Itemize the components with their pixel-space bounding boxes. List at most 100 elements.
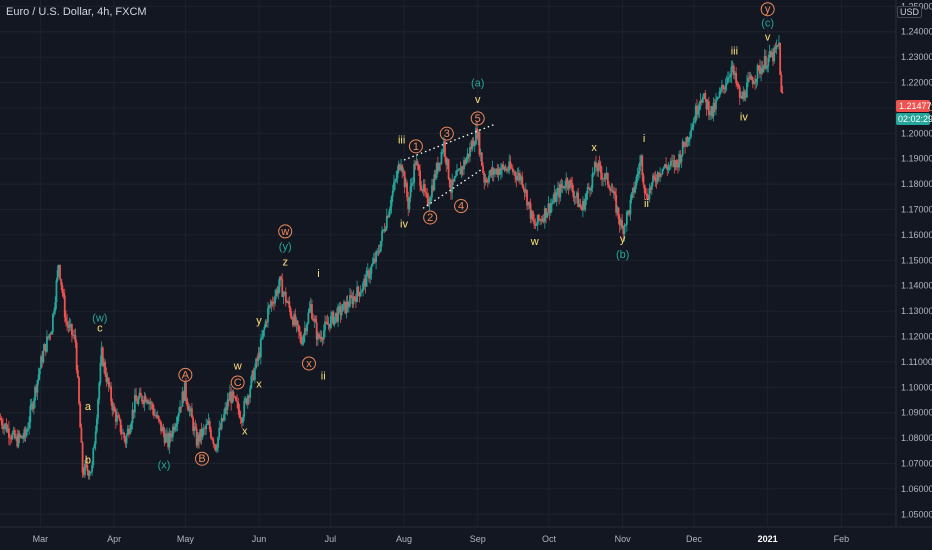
candle-body <box>308 308 311 313</box>
candle-body <box>533 220 536 225</box>
candle-body <box>622 227 625 235</box>
candle-body <box>198 434 200 442</box>
time-axis[interactable]: Mar Apr May Jun Jul Aug Sep Oct Nov Dec 2021 Feb <box>0 526 932 550</box>
candle-body <box>620 220 622 226</box>
candle-body <box>53 311 55 314</box>
candle-body <box>705 99 708 110</box>
candle-body <box>393 182 395 191</box>
candle-body <box>122 432 124 434</box>
candle-body <box>275 289 278 296</box>
candle-body <box>457 169 460 171</box>
candle-body <box>409 185 412 198</box>
candle-body <box>460 166 463 175</box>
candle-body <box>359 292 362 297</box>
candle-body <box>218 427 221 438</box>
candle-body <box>293 314 296 326</box>
candle-body <box>581 200 584 211</box>
candle-body <box>577 192 580 208</box>
candle-body <box>549 204 552 214</box>
candle-body <box>196 434 199 446</box>
candle-body <box>315 322 318 340</box>
candle-body <box>267 307 269 323</box>
candle-body <box>687 138 690 142</box>
candle-body <box>485 179 488 182</box>
currency-label[interactable]: USD <box>896 6 922 18</box>
candle-body <box>428 201 431 205</box>
candle-body <box>276 289 279 294</box>
price-tick-label: 1.13000 <box>901 306 932 316</box>
candle-body <box>400 165 402 170</box>
candle-body <box>610 190 613 192</box>
candle-body <box>432 185 435 190</box>
candle-body <box>362 282 364 291</box>
candle-body <box>467 153 470 157</box>
candle-body <box>350 295 353 297</box>
candle-body <box>703 93 705 98</box>
candle-body <box>377 251 380 253</box>
candle-body <box>775 45 778 49</box>
candle-body <box>225 407 228 410</box>
candle-body <box>491 168 494 175</box>
candle-body <box>34 386 36 401</box>
candle-body <box>675 160 678 164</box>
candle-body <box>327 323 330 325</box>
candle-body <box>564 187 566 189</box>
candle-body <box>73 335 76 337</box>
candle-body <box>465 158 468 164</box>
price-axis[interactable]: 1.250001.240001.230001.220001.210001.200… <box>895 0 932 550</box>
candle-body <box>180 406 183 408</box>
candle-body <box>453 177 456 182</box>
candle-body <box>16 436 19 447</box>
candle-body <box>724 84 727 90</box>
candle-body <box>166 433 168 436</box>
candle-body <box>43 344 46 351</box>
candle-body <box>230 391 233 404</box>
candle-body <box>138 392 141 399</box>
candle-body <box>748 78 751 79</box>
candle-body <box>76 370 79 378</box>
candle-body <box>469 146 471 157</box>
candle-body <box>697 110 700 115</box>
candle-body <box>473 144 476 147</box>
candle-body <box>454 175 457 178</box>
symbol-title[interactable]: Euro / U.S. Dollar, 4h, FXCM <box>6 6 147 18</box>
candle-body <box>390 196 393 207</box>
candle-body <box>47 336 50 338</box>
wave-label: (y) <box>279 241 292 253</box>
candle-body <box>669 160 672 166</box>
candle-body <box>753 81 755 85</box>
candle-body <box>131 409 134 424</box>
candle-body <box>552 200 555 203</box>
candle-body <box>227 399 230 401</box>
candle-body <box>439 162 442 164</box>
time-tick-label: 2021 <box>758 534 778 544</box>
candle-body <box>396 169 399 179</box>
candle-body <box>389 206 392 212</box>
wave-label: y <box>620 234 626 246</box>
candle-body <box>660 173 663 175</box>
wave-label-circle <box>178 367 193 382</box>
candle-body <box>385 215 388 229</box>
time-tick-label: Jul <box>325 534 337 544</box>
candle-body <box>114 411 117 422</box>
candle-body <box>410 183 413 186</box>
price-tick-label: 1.19000 <box>901 154 932 164</box>
candle-body <box>599 165 602 173</box>
candle-body <box>294 314 297 326</box>
candle-body <box>375 251 378 263</box>
candle-body <box>68 324 71 328</box>
candle-body <box>18 433 21 438</box>
candle-body <box>529 203 532 219</box>
candle-body <box>93 444 96 449</box>
wave-label: (x) <box>158 460 171 472</box>
candle-body <box>403 171 406 188</box>
candle-body <box>685 137 688 147</box>
candle-body <box>497 168 500 176</box>
candle-body <box>598 162 601 166</box>
candle-body <box>381 230 383 241</box>
candle-body <box>302 334 305 344</box>
candle-body <box>143 395 146 404</box>
price-tick-label: 1.24000 <box>901 27 932 37</box>
candle-body <box>404 182 407 188</box>
